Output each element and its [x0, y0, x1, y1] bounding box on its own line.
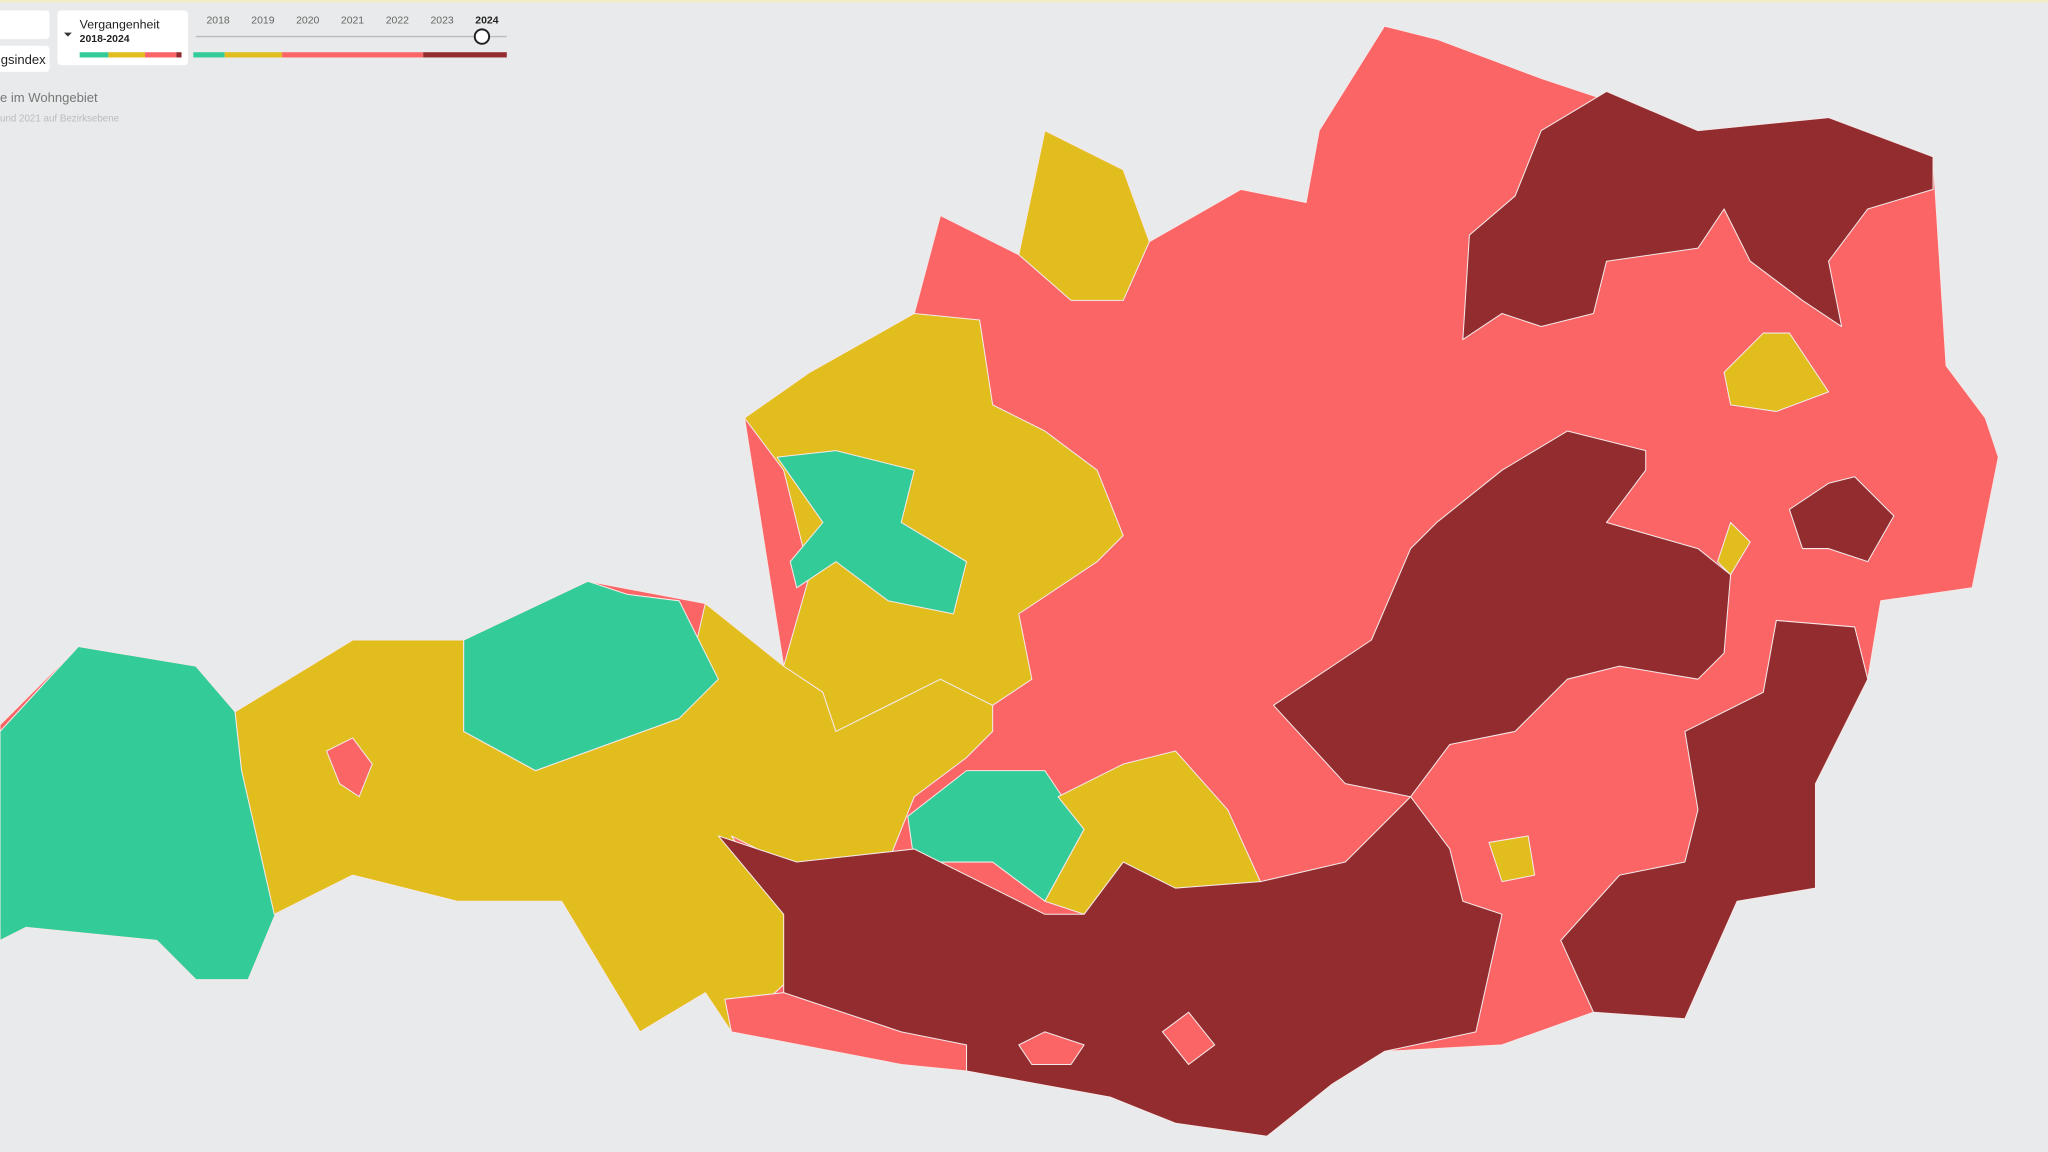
period-box[interactable]	[57, 10, 189, 66]
swatch	[144, 52, 177, 58]
region[interactable]	[1560, 619, 1869, 1020]
swatch	[79, 52, 109, 58]
legend-note: und 2021 auf Bezirksebene	[0, 113, 119, 124]
region[interactable]	[0, 646, 282, 981]
year-label[interactable]: 2021	[341, 16, 364, 27]
top-border	[0, 0, 2048, 3]
region[interactable]	[776, 450, 968, 615]
year-label[interactable]: 2024	[475, 16, 498, 27]
region[interactable]	[1272, 430, 1732, 798]
period-dropdown[interactable]: Vergangenheit 2018-2024	[57, 10, 189, 66]
region[interactable]	[1161, 1011, 1216, 1066]
timeline-color	[193, 52, 225, 58]
region[interactable]	[724, 992, 968, 1072]
year-label[interactable]: 2023	[431, 16, 454, 27]
timeline-color	[224, 52, 283, 58]
index-button[interactable]	[0, 45, 50, 72]
period-title[interactable]: Vergangenheit	[80, 18, 160, 32]
swatch	[108, 52, 145, 58]
timeline[interactable]: 2018 2019 2020 2021 2022 2023 2024	[207, 16, 499, 27]
year-label[interactable]: 2022	[386, 16, 409, 27]
region[interactable]	[1018, 1031, 1085, 1066]
region[interactable]	[1018, 130, 1150, 301]
region[interactable]	[1462, 90, 1934, 341]
region[interactable]	[463, 580, 719, 772]
dropdown-arrow[interactable]	[64, 32, 72, 37]
search-box[interactable]	[0, 10, 50, 40]
austria-map	[0, 25, 1999, 1137]
timeline-color	[423, 52, 507, 58]
region[interactable]	[743, 312, 1124, 732]
index-button-label[interactable]: gsindex	[1, 52, 46, 67]
year-label[interactable]: 2019	[251, 16, 274, 27]
region[interactable]	[1717, 521, 1751, 576]
region[interactable]	[1488, 835, 1536, 883]
region[interactable]	[326, 737, 373, 798]
swatch	[176, 52, 182, 58]
timeline-knob[interactable]	[473, 28, 491, 45]
region[interactable]	[1788, 476, 1895, 563]
legend-subtitle: e im Wohngebiet	[0, 90, 98, 105]
year-label[interactable]: 2020	[296, 16, 319, 27]
year-label[interactable]: 2018	[207, 16, 230, 27]
period-range[interactable]: 2018-2024	[80, 34, 130, 45]
region[interactable]	[1723, 332, 1830, 412]
timeline-color	[282, 52, 424, 58]
